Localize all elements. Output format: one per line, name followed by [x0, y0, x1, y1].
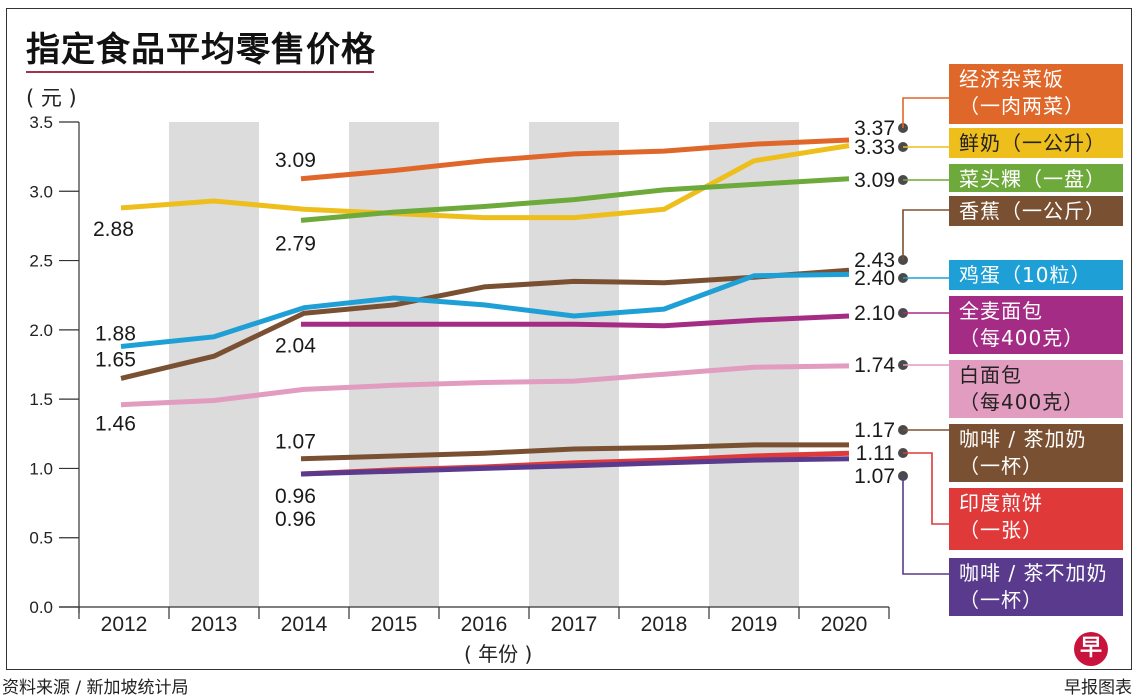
- start-value-label: 2.88: [93, 218, 134, 241]
- end-value-label: 3.09: [854, 169, 895, 192]
- x-tick-label: 2017: [551, 613, 598, 636]
- start-value-label: 2.04: [275, 334, 316, 357]
- legend-item-label: 鸡蛋（10粒）: [959, 263, 1092, 287]
- legend-item: 咖啡 / 茶加奶 （一杯）: [949, 424, 1123, 482]
- zaobao-logo-icon: 早: [1074, 632, 1108, 666]
- source-note: 资料来源 / 新加坡统计局: [2, 678, 189, 698]
- legend-connector: [903, 452, 949, 525]
- legend-item-label: 白面包: [959, 363, 1022, 387]
- legend-connector: [902, 476, 949, 575]
- legend-item: 鲜奶（一公升）: [949, 128, 1123, 158]
- y-tick-label: 0.0: [29, 598, 53, 617]
- legend-item-label: 经济杂菜饭: [959, 67, 1064, 91]
- legend-connector: [902, 97, 949, 128]
- start-value-label: 3.09: [275, 149, 316, 172]
- legend-item: 印度煎饼 （一张）: [949, 488, 1123, 550]
- y-axis-unit-label: ( 元 ): [26, 86, 77, 110]
- chart-credit: 早报图表: [1064, 678, 1132, 698]
- x-tick-label: 2012: [101, 613, 148, 636]
- x-axis-label: ( 年份 ): [464, 642, 533, 666]
- x-tick-label: 2014: [281, 613, 328, 636]
- title-underline: [26, 71, 374, 73]
- series-line-9: [300, 456, 850, 477]
- chart-title: 指定食品平均零售价格: [26, 30, 376, 70]
- y-tick-label: 3.0: [29, 182, 53, 201]
- legend-item-label: 咖啡 / 茶加奶: [959, 427, 1087, 451]
- year-band-2015: [349, 122, 439, 607]
- x-tick-label: 2016: [461, 613, 508, 636]
- start-value-label: 1.07: [275, 431, 316, 454]
- x-tick-label: 2019: [731, 613, 778, 636]
- legend-item-label: （一张）: [959, 518, 1043, 542]
- end-value-label: 3.37: [854, 117, 895, 140]
- legend-item: 鸡蛋（10粒）: [949, 260, 1123, 290]
- start-value-label: 0.96: [275, 508, 316, 531]
- start-value-label: 2.79: [275, 232, 316, 255]
- start-value-label: 1.46: [95, 413, 136, 436]
- legend-item-label: 全麦面包: [959, 299, 1043, 323]
- y-tick-label: 1.0: [29, 459, 53, 478]
- y-tick-label: 3.5: [29, 113, 53, 132]
- series-line-2: [300, 176, 850, 223]
- x-tick-label: 2020: [821, 613, 868, 636]
- legend-item-label: （一杯）: [959, 454, 1043, 478]
- legend-item: 菜头粿（一盘）: [949, 164, 1123, 192]
- series-line-7: [300, 442, 849, 462]
- series-line-6: [120, 363, 850, 408]
- end-value-label: 1.07: [854, 465, 895, 488]
- legend-connector: [902, 209, 949, 260]
- end-value-label: 2.43: [854, 249, 895, 272]
- end-value-label: 1.11: [856, 442, 895, 465]
- y-tick-label: 0.5: [29, 529, 53, 548]
- end-value-label: 2.40: [854, 267, 895, 290]
- legend-item-label: 菜头粿（一盘）: [959, 167, 1106, 191]
- legend-item: 全麦面包 （每400克）: [949, 296, 1123, 354]
- legend-item: 白面包 （每400克）: [949, 360, 1123, 418]
- legend-item-label: （一杯）: [959, 588, 1043, 612]
- end-value-label: 2.10: [854, 302, 895, 325]
- legend-item: 香蕉（一公斤）: [949, 196, 1123, 226]
- end-value-label: 3.33: [854, 136, 895, 159]
- legend-item: 咖啡 / 茶不加奶 （一杯）: [949, 558, 1123, 616]
- x-tick-label: 2018: [641, 613, 688, 636]
- y-tick-label: 1.5: [29, 390, 53, 409]
- series-line-1: [120, 143, 850, 221]
- series-line-4: [120, 271, 850, 349]
- start-value-label: 1.88: [95, 322, 136, 345]
- series-line-5: [301, 313, 850, 329]
- legend-item-label: 香蕉（一公斤）: [959, 199, 1106, 223]
- legend-item-label: 鲜奶（一公升）: [959, 131, 1106, 155]
- x-tick-label: 2013: [191, 613, 238, 636]
- y-tick-label: 2.0: [29, 321, 53, 340]
- legend-item-label: （每400克）: [959, 326, 1085, 350]
- legend-item-label: （一肉两菜）: [959, 94, 1085, 118]
- legend-item-label: 印度煎饼: [959, 491, 1043, 515]
- series-line-3: [120, 267, 850, 381]
- end-value-label: 1.17: [854, 419, 895, 442]
- legend-item-label: 咖啡 / 茶不加奶: [959, 561, 1108, 585]
- x-tick-label: 2015: [371, 613, 418, 636]
- end-value-label: 1.74: [854, 354, 895, 377]
- legend-item-label: （每400克）: [959, 390, 1085, 414]
- series-line-0: [300, 137, 850, 182]
- y-tick-label: 2.5: [29, 252, 53, 271]
- start-value-label: 0.96: [275, 485, 316, 508]
- start-value-label: 1.65: [95, 348, 136, 371]
- legend-item: 经济杂菜饭 （一肉两菜）: [949, 64, 1123, 124]
